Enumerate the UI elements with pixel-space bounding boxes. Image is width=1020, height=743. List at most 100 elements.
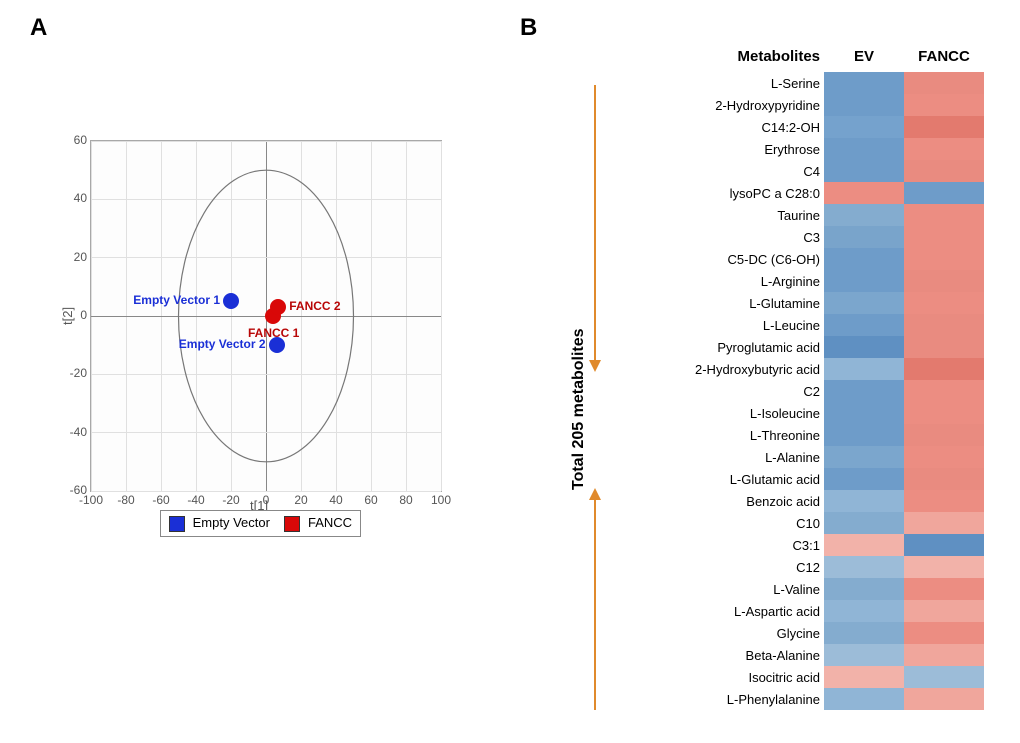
panel-a: -100-80-60-40-20020406080100-60-40-20020…: [40, 130, 460, 560]
heatmap-row-label: Erythrose: [764, 142, 820, 157]
heatmap-row-label: 2-Hydroxybutyric acid: [695, 362, 820, 377]
heatmap-cell-ev: [824, 446, 904, 468]
xtick: 60: [356, 493, 386, 507]
data-point: [269, 337, 285, 353]
heatmap-row-label: C3:1: [793, 538, 820, 553]
heatmap-row-label: Pyroglutamic acid: [717, 340, 820, 355]
heatmap-cell-ev: [824, 688, 904, 710]
data-point-label: Empty Vector 2: [179, 337, 266, 351]
ytick: -60: [51, 483, 87, 497]
arrow-top-line: [594, 85, 596, 360]
heatmap-row-label: Taurine: [777, 208, 820, 223]
heatmap-row-label: C12: [796, 560, 820, 575]
heatmap-cell-ev: [824, 424, 904, 446]
heatmap-row-label: L-Threonine: [750, 428, 820, 443]
heatmap-cell-ev: [824, 512, 904, 534]
heatmap-row-label: Isocitric acid: [748, 670, 820, 685]
heatmap-cell-ev: [824, 182, 904, 204]
xtick: -80: [111, 493, 141, 507]
heatmap-cell-fancc: [904, 534, 984, 556]
heatmap-cell-fancc: [904, 160, 984, 182]
heatmap-cell-fancc: [904, 292, 984, 314]
heatmap-cell-fancc: [904, 666, 984, 688]
heatmap-row-label: L-Phenylalanine: [727, 692, 820, 707]
heatmap-cell-fancc: [904, 556, 984, 578]
panel-letter-b: B: [520, 14, 537, 42]
heatmap-row-label: L-Glutamine: [749, 296, 820, 311]
heatmap-cell-fancc: [904, 94, 984, 116]
ytick: 60: [51, 133, 87, 147]
heatmap-cell-ev: [824, 270, 904, 292]
heatmap-row-label: lysoPC a C28:0: [730, 186, 820, 201]
heatmap-cell-fancc: [904, 622, 984, 644]
heatmap-cell-ev: [824, 336, 904, 358]
y-axis-label: t[2]: [60, 307, 75, 325]
legend-label-fancc: FANCC: [308, 515, 352, 530]
xtick: -60: [146, 493, 176, 507]
panel-letter-a: A: [30, 14, 47, 42]
heatmap-cell-fancc: [904, 72, 984, 94]
vertical-caption: Total 205 metabolites: [570, 328, 588, 490]
heatmap-cell-fancc: [904, 446, 984, 468]
ytick: 20: [51, 250, 87, 264]
heatmap-row-label: C14:2-OH: [761, 120, 820, 135]
heatmap-row-label: C3: [803, 230, 820, 245]
heatmap-cell-fancc: [904, 600, 984, 622]
heatmap-cell-ev: [824, 534, 904, 556]
heatmap-row-label: L-Valine: [773, 582, 820, 597]
heatmap-cell-fancc: [904, 644, 984, 666]
heatmap-cell-ev: [824, 402, 904, 424]
figure: A B -100-80-60-40-20020406080100-60-40-2…: [0, 0, 1020, 743]
heatmap-cell-fancc: [904, 380, 984, 402]
heatmap-row-label: Benzoic acid: [746, 494, 820, 509]
heatmap-cell-ev: [824, 292, 904, 314]
heatmap-cell-ev: [824, 556, 904, 578]
heatmap-cell-ev: [824, 380, 904, 402]
heatmap-cell-fancc: [904, 688, 984, 710]
xtick: -40: [181, 493, 211, 507]
arrow-top-head: [589, 360, 601, 372]
xtick: 80: [391, 493, 421, 507]
legend-swatch-ev: [169, 516, 185, 532]
heatmap-cell-fancc: [904, 204, 984, 226]
heatmap-cell-ev: [824, 204, 904, 226]
legend-label-ev: Empty Vector: [193, 515, 270, 530]
heatmap-row-label: Glycine: [777, 626, 820, 641]
heatmap-cell-ev: [824, 600, 904, 622]
heatmap-cell-ev: [824, 490, 904, 512]
heatmap-cell-ev: [824, 94, 904, 116]
heatmap-row-label: L-Alanine: [765, 450, 820, 465]
heatmap-row-label: C2: [803, 384, 820, 399]
heatmap-cell-ev: [824, 622, 904, 644]
heatmap-cell-fancc: [904, 358, 984, 380]
heatmap-cell-fancc: [904, 512, 984, 534]
arrow-bottom-line: [594, 500, 596, 710]
arrow-bottom-head: [589, 488, 601, 500]
xtick: 20: [286, 493, 316, 507]
heatmap-row-label: L-Arginine: [761, 274, 820, 289]
heatmap-cell-ev: [824, 358, 904, 380]
heatmap-header-ev: EV: [824, 48, 904, 65]
heatmap-cell-ev: [824, 248, 904, 270]
heatmap-cell-ev: [824, 666, 904, 688]
heatmap-cell-fancc: [904, 182, 984, 204]
panel-b: Metabolites EV FANCC Total 205 metabolit…: [540, 30, 1010, 730]
legend-swatch-fancc: [284, 516, 300, 532]
heatmap-cell-ev: [824, 160, 904, 182]
heatmap-cell-fancc: [904, 578, 984, 600]
heatmap-row-label: L-Aspartic acid: [734, 604, 820, 619]
heatmap-row-label: 2-Hydroxypyridine: [715, 98, 820, 113]
heatmap-cell-fancc: [904, 226, 984, 248]
heatmap-header-fancc: FANCC: [904, 48, 984, 65]
heatmap-cell-fancc: [904, 248, 984, 270]
heatmap-row-label: C4: [803, 164, 820, 179]
heatmap-cell-fancc: [904, 270, 984, 292]
heatmap-cell-fancc: [904, 490, 984, 512]
heatmap-cell-ev: [824, 72, 904, 94]
heatmap-row-label: L-Isoleucine: [750, 406, 820, 421]
heatmap-cell-fancc: [904, 468, 984, 490]
heatmap-cell-ev: [824, 578, 904, 600]
xtick: 100: [426, 493, 456, 507]
heatmap-cell-ev: [824, 468, 904, 490]
heatmap-cell-ev: [824, 314, 904, 336]
